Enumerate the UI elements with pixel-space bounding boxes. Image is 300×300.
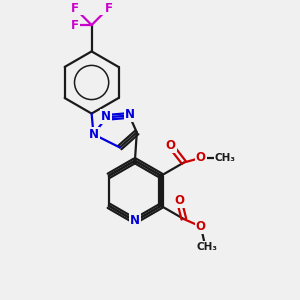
- Text: N: N: [88, 128, 98, 141]
- Text: N: N: [101, 110, 111, 123]
- Text: F: F: [71, 19, 79, 32]
- Text: O: O: [166, 139, 176, 152]
- Text: O: O: [174, 194, 184, 207]
- Text: O: O: [196, 151, 206, 164]
- Text: F: F: [71, 2, 79, 15]
- Text: N: N: [130, 214, 140, 227]
- Text: N: N: [125, 108, 135, 121]
- Text: CH₃: CH₃: [215, 153, 236, 163]
- Text: O: O: [196, 220, 206, 233]
- Text: CH₃: CH₃: [197, 242, 218, 252]
- Text: F: F: [105, 2, 112, 15]
